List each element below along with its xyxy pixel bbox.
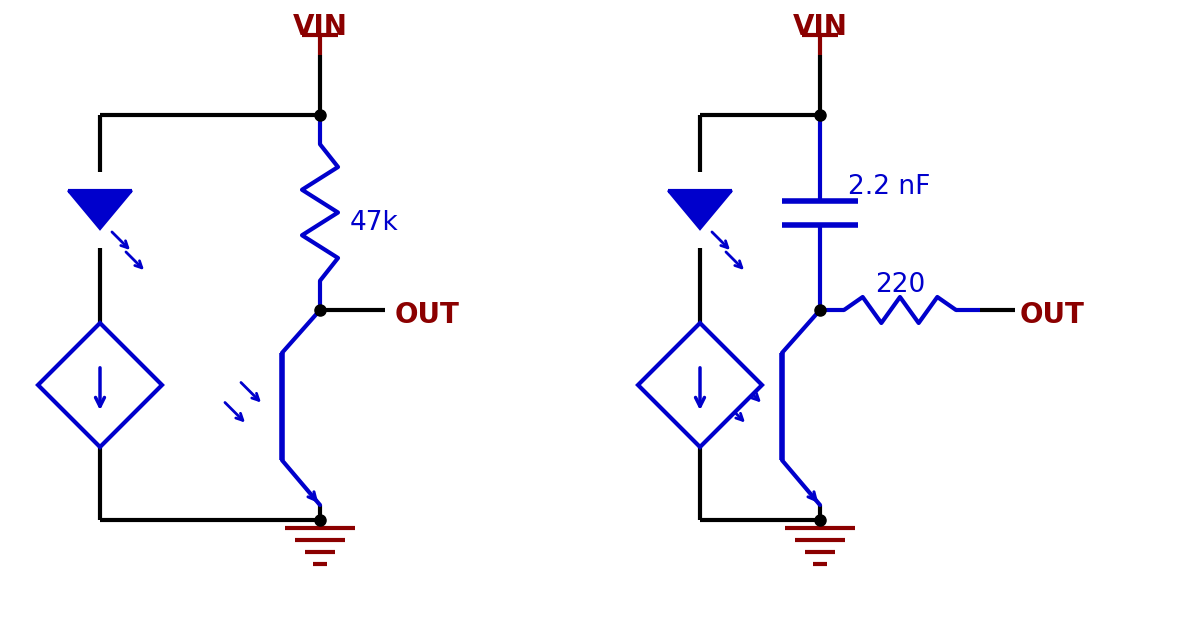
Text: VIN: VIN xyxy=(293,13,348,41)
Text: 220: 220 xyxy=(875,272,925,298)
Text: OUT: OUT xyxy=(1020,301,1085,329)
Polygon shape xyxy=(638,323,762,447)
Text: 2.2 nF: 2.2 nF xyxy=(848,175,930,201)
Text: 47k: 47k xyxy=(350,209,398,235)
Text: VIN: VIN xyxy=(792,13,847,41)
Polygon shape xyxy=(68,191,132,229)
Text: OUT: OUT xyxy=(395,301,460,329)
Polygon shape xyxy=(38,323,162,447)
Polygon shape xyxy=(668,191,732,229)
